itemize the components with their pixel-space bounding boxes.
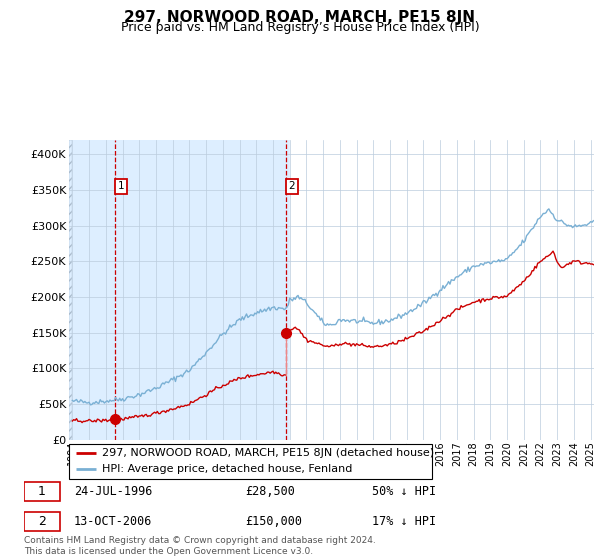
Text: 297, NORWOOD ROAD, MARCH, PE15 8JN (detached house): 297, NORWOOD ROAD, MARCH, PE15 8JN (deta… bbox=[101, 447, 434, 458]
Text: 2: 2 bbox=[38, 515, 46, 528]
Text: 24-JUL-1996: 24-JUL-1996 bbox=[74, 485, 152, 498]
Bar bbox=[24, 512, 60, 531]
Text: Contains HM Land Registry data © Crown copyright and database right 2024.
This d: Contains HM Land Registry data © Crown c… bbox=[24, 536, 376, 556]
Bar bbox=[73, 140, 290, 440]
Text: 2: 2 bbox=[289, 181, 295, 192]
Text: 297, NORWOOD ROAD, MARCH, PE15 8JN: 297, NORWOOD ROAD, MARCH, PE15 8JN bbox=[125, 10, 476, 25]
Text: 13-OCT-2006: 13-OCT-2006 bbox=[74, 515, 152, 528]
Text: £150,000: £150,000 bbox=[245, 515, 302, 528]
Text: 1: 1 bbox=[38, 485, 46, 498]
Bar bbox=[290, 140, 600, 440]
Text: 17% ↓ HPI: 17% ↓ HPI bbox=[372, 515, 436, 528]
Text: HPI: Average price, detached house, Fenland: HPI: Average price, detached house, Fenl… bbox=[101, 464, 352, 474]
Text: 1: 1 bbox=[118, 181, 124, 192]
Text: Price paid vs. HM Land Registry’s House Price Index (HPI): Price paid vs. HM Land Registry’s House … bbox=[121, 21, 479, 34]
Text: 50% ↓ HPI: 50% ↓ HPI bbox=[372, 485, 436, 498]
Text: £28,500: £28,500 bbox=[245, 485, 295, 498]
Bar bbox=[24, 482, 60, 501]
